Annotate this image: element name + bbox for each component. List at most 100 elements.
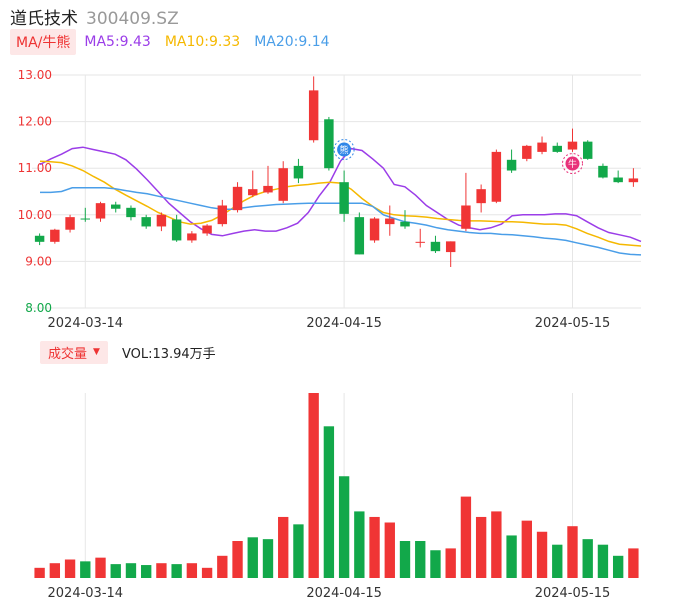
price-tick-label: 12.00 xyxy=(18,115,52,129)
candle-body xyxy=(80,218,91,220)
volume-bar xyxy=(95,557,106,578)
candle-body xyxy=(628,178,639,183)
signal-marker-ring xyxy=(561,153,583,175)
signal-marker-ring xyxy=(333,139,355,161)
volume-bar xyxy=(217,555,228,578)
volume-bar xyxy=(247,537,258,578)
candle-body xyxy=(126,207,136,218)
candle-body xyxy=(248,189,258,196)
candle-body xyxy=(293,165,304,179)
volume-legend: 成交量 ▼ VOL:13.94万手 xyxy=(40,340,216,364)
candle-body xyxy=(278,168,288,201)
ma5-line xyxy=(39,146,642,243)
volume-bar xyxy=(460,496,472,578)
candle-body xyxy=(354,217,365,255)
volume-bar xyxy=(34,567,45,578)
title-row: 道氏技术 300409.SZ xyxy=(10,4,179,29)
volume-bar xyxy=(628,548,639,578)
volume-bar xyxy=(445,548,456,578)
candle-body xyxy=(613,177,623,183)
price-tick-label: 9.00 xyxy=(25,254,52,268)
candle-body xyxy=(369,218,380,241)
volume-bar xyxy=(323,426,335,578)
volume-date-label: 2024-03-14 xyxy=(48,586,124,601)
volume-bar xyxy=(399,541,411,578)
volume-bar xyxy=(506,535,517,578)
price-date-label: 2024-05-15 xyxy=(535,316,611,331)
candle-body xyxy=(339,182,349,214)
candle-body xyxy=(552,145,562,152)
volume-bar xyxy=(49,563,61,578)
candle-body xyxy=(537,142,547,152)
candle-body xyxy=(65,217,75,230)
volume-bar xyxy=(475,516,487,578)
candle-body xyxy=(522,145,532,159)
volume-bar xyxy=(369,516,380,578)
candle-body xyxy=(156,214,167,227)
candle-body xyxy=(476,189,486,204)
candle-body xyxy=(491,151,502,202)
caret-down-icon: ▼ xyxy=(93,347,100,357)
stock-name: 道氏技术 xyxy=(10,9,78,29)
ma10-legend: MA10:9.33 xyxy=(164,34,241,50)
candle-body xyxy=(263,185,273,193)
volume-value: VOL:13.94万手 xyxy=(121,346,216,362)
volume-bar xyxy=(430,550,441,578)
volume-bar xyxy=(354,511,365,578)
volume-bar xyxy=(186,563,198,578)
candle-body xyxy=(385,218,395,225)
price-date-label: 2024-04-15 xyxy=(306,316,382,331)
stock-code: 300409.SZ xyxy=(86,9,179,29)
volume-bar xyxy=(232,541,243,578)
volume-bar xyxy=(552,544,563,578)
volume-bar xyxy=(308,393,319,578)
volume-mode-label: 成交量 xyxy=(48,346,88,362)
signal-marker-label: 牛 xyxy=(568,158,577,170)
volume-bar xyxy=(278,516,289,578)
signal-marker-label: 熊 xyxy=(340,144,349,156)
candle-body xyxy=(111,204,121,209)
volume-bar xyxy=(521,520,532,578)
candle-body xyxy=(202,225,212,234)
volume-mode-selector[interactable]: 成交量 ▼ xyxy=(40,340,108,364)
volume-bar xyxy=(156,563,167,578)
ma5-legend: MA5:9.43 xyxy=(84,34,151,50)
price-tick-label: 13.00 xyxy=(18,68,52,82)
candle-body xyxy=(582,141,593,159)
candle-body xyxy=(324,119,334,169)
candle-body xyxy=(400,221,410,227)
ma-legend: MA/牛熊 MA5:9.43 MA10:9.33 MA20:9.14 xyxy=(10,29,344,55)
volume-bar xyxy=(262,539,274,578)
volume-bar xyxy=(384,522,395,578)
price-tick-label: 8.00 xyxy=(25,301,52,315)
volume-bar xyxy=(171,564,182,578)
volume-bar xyxy=(110,564,121,578)
volume-bar xyxy=(338,476,350,578)
candle-body xyxy=(217,205,228,225)
volume-bar xyxy=(491,511,502,578)
volume-bar xyxy=(536,531,548,578)
candle-body xyxy=(95,203,106,219)
ma-mode-selector[interactable]: MA/牛熊 xyxy=(10,29,77,55)
candle-body xyxy=(171,219,182,241)
candle-body xyxy=(141,217,151,227)
candle-body xyxy=(430,241,441,252)
volume-bar xyxy=(125,563,137,578)
signal-marker xyxy=(565,156,580,171)
volume-bar xyxy=(64,559,76,578)
candle-body xyxy=(232,186,243,211)
candle-body xyxy=(308,90,319,141)
volume-bar xyxy=(80,561,91,578)
candle-body xyxy=(506,159,517,171)
volume-date-label: 2024-04-15 xyxy=(306,586,382,601)
signal-marker xyxy=(337,142,352,157)
candle-body xyxy=(415,241,425,243)
price-tick-label: 11.00 xyxy=(18,161,52,175)
volume-bar xyxy=(201,567,213,578)
volume-bar xyxy=(141,565,152,578)
candle-body xyxy=(567,141,578,150)
price-tick-label: 10.00 xyxy=(18,208,52,222)
volume-bar xyxy=(415,541,426,578)
candle-body xyxy=(598,165,608,178)
